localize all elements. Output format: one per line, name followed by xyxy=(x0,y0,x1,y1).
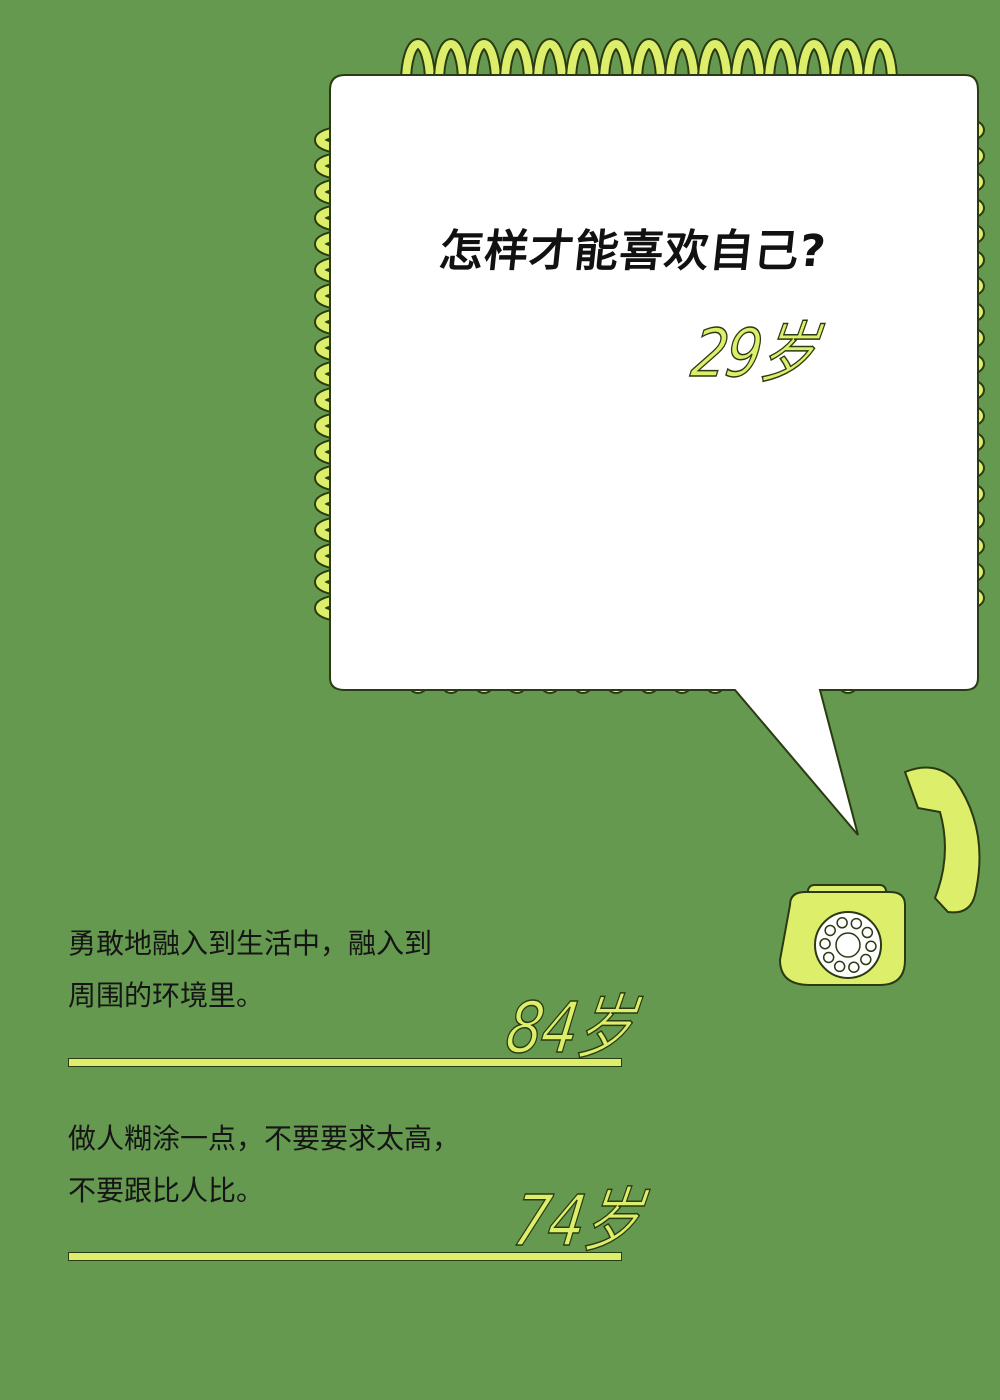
dial-hole xyxy=(861,926,874,939)
dial-hole xyxy=(865,940,877,953)
handset-icon xyxy=(903,766,981,914)
dial-hole xyxy=(848,961,860,973)
dial-hole xyxy=(822,951,835,964)
dial-hole xyxy=(824,924,836,937)
answer-2-line-2: 不要跟比人比。 xyxy=(68,1174,265,1207)
dial-hole xyxy=(860,953,872,966)
dial-hole xyxy=(850,917,863,930)
telephone-icon xyxy=(778,766,981,986)
answer-1-line-2: 周围的环境里。 xyxy=(68,979,265,1012)
answer-2-line-1: 做人糊涂一点，不要要求太高， xyxy=(68,1122,461,1155)
answer-2: 做人糊涂一点，不要要求太高， 不要跟比人比。 xyxy=(68,1113,628,1217)
divider-1 xyxy=(68,1058,622,1067)
answer-2-age: 74岁 xyxy=(508,1179,646,1262)
dial-hole xyxy=(819,937,831,950)
dial-hole xyxy=(836,917,848,929)
divider-2 xyxy=(68,1252,622,1261)
answer-1: 勇敢地融入到生活中，融入到 周围的环境里。 xyxy=(68,918,628,1022)
speech-bubble xyxy=(329,74,979,836)
question-text: 怎样才能喜欢自己? xyxy=(436,226,829,277)
answer-1-line-1: 勇敢地融入到生活中，融入到 xyxy=(68,927,433,960)
dial-hole xyxy=(833,960,846,973)
question-age: 29岁 xyxy=(686,314,821,392)
